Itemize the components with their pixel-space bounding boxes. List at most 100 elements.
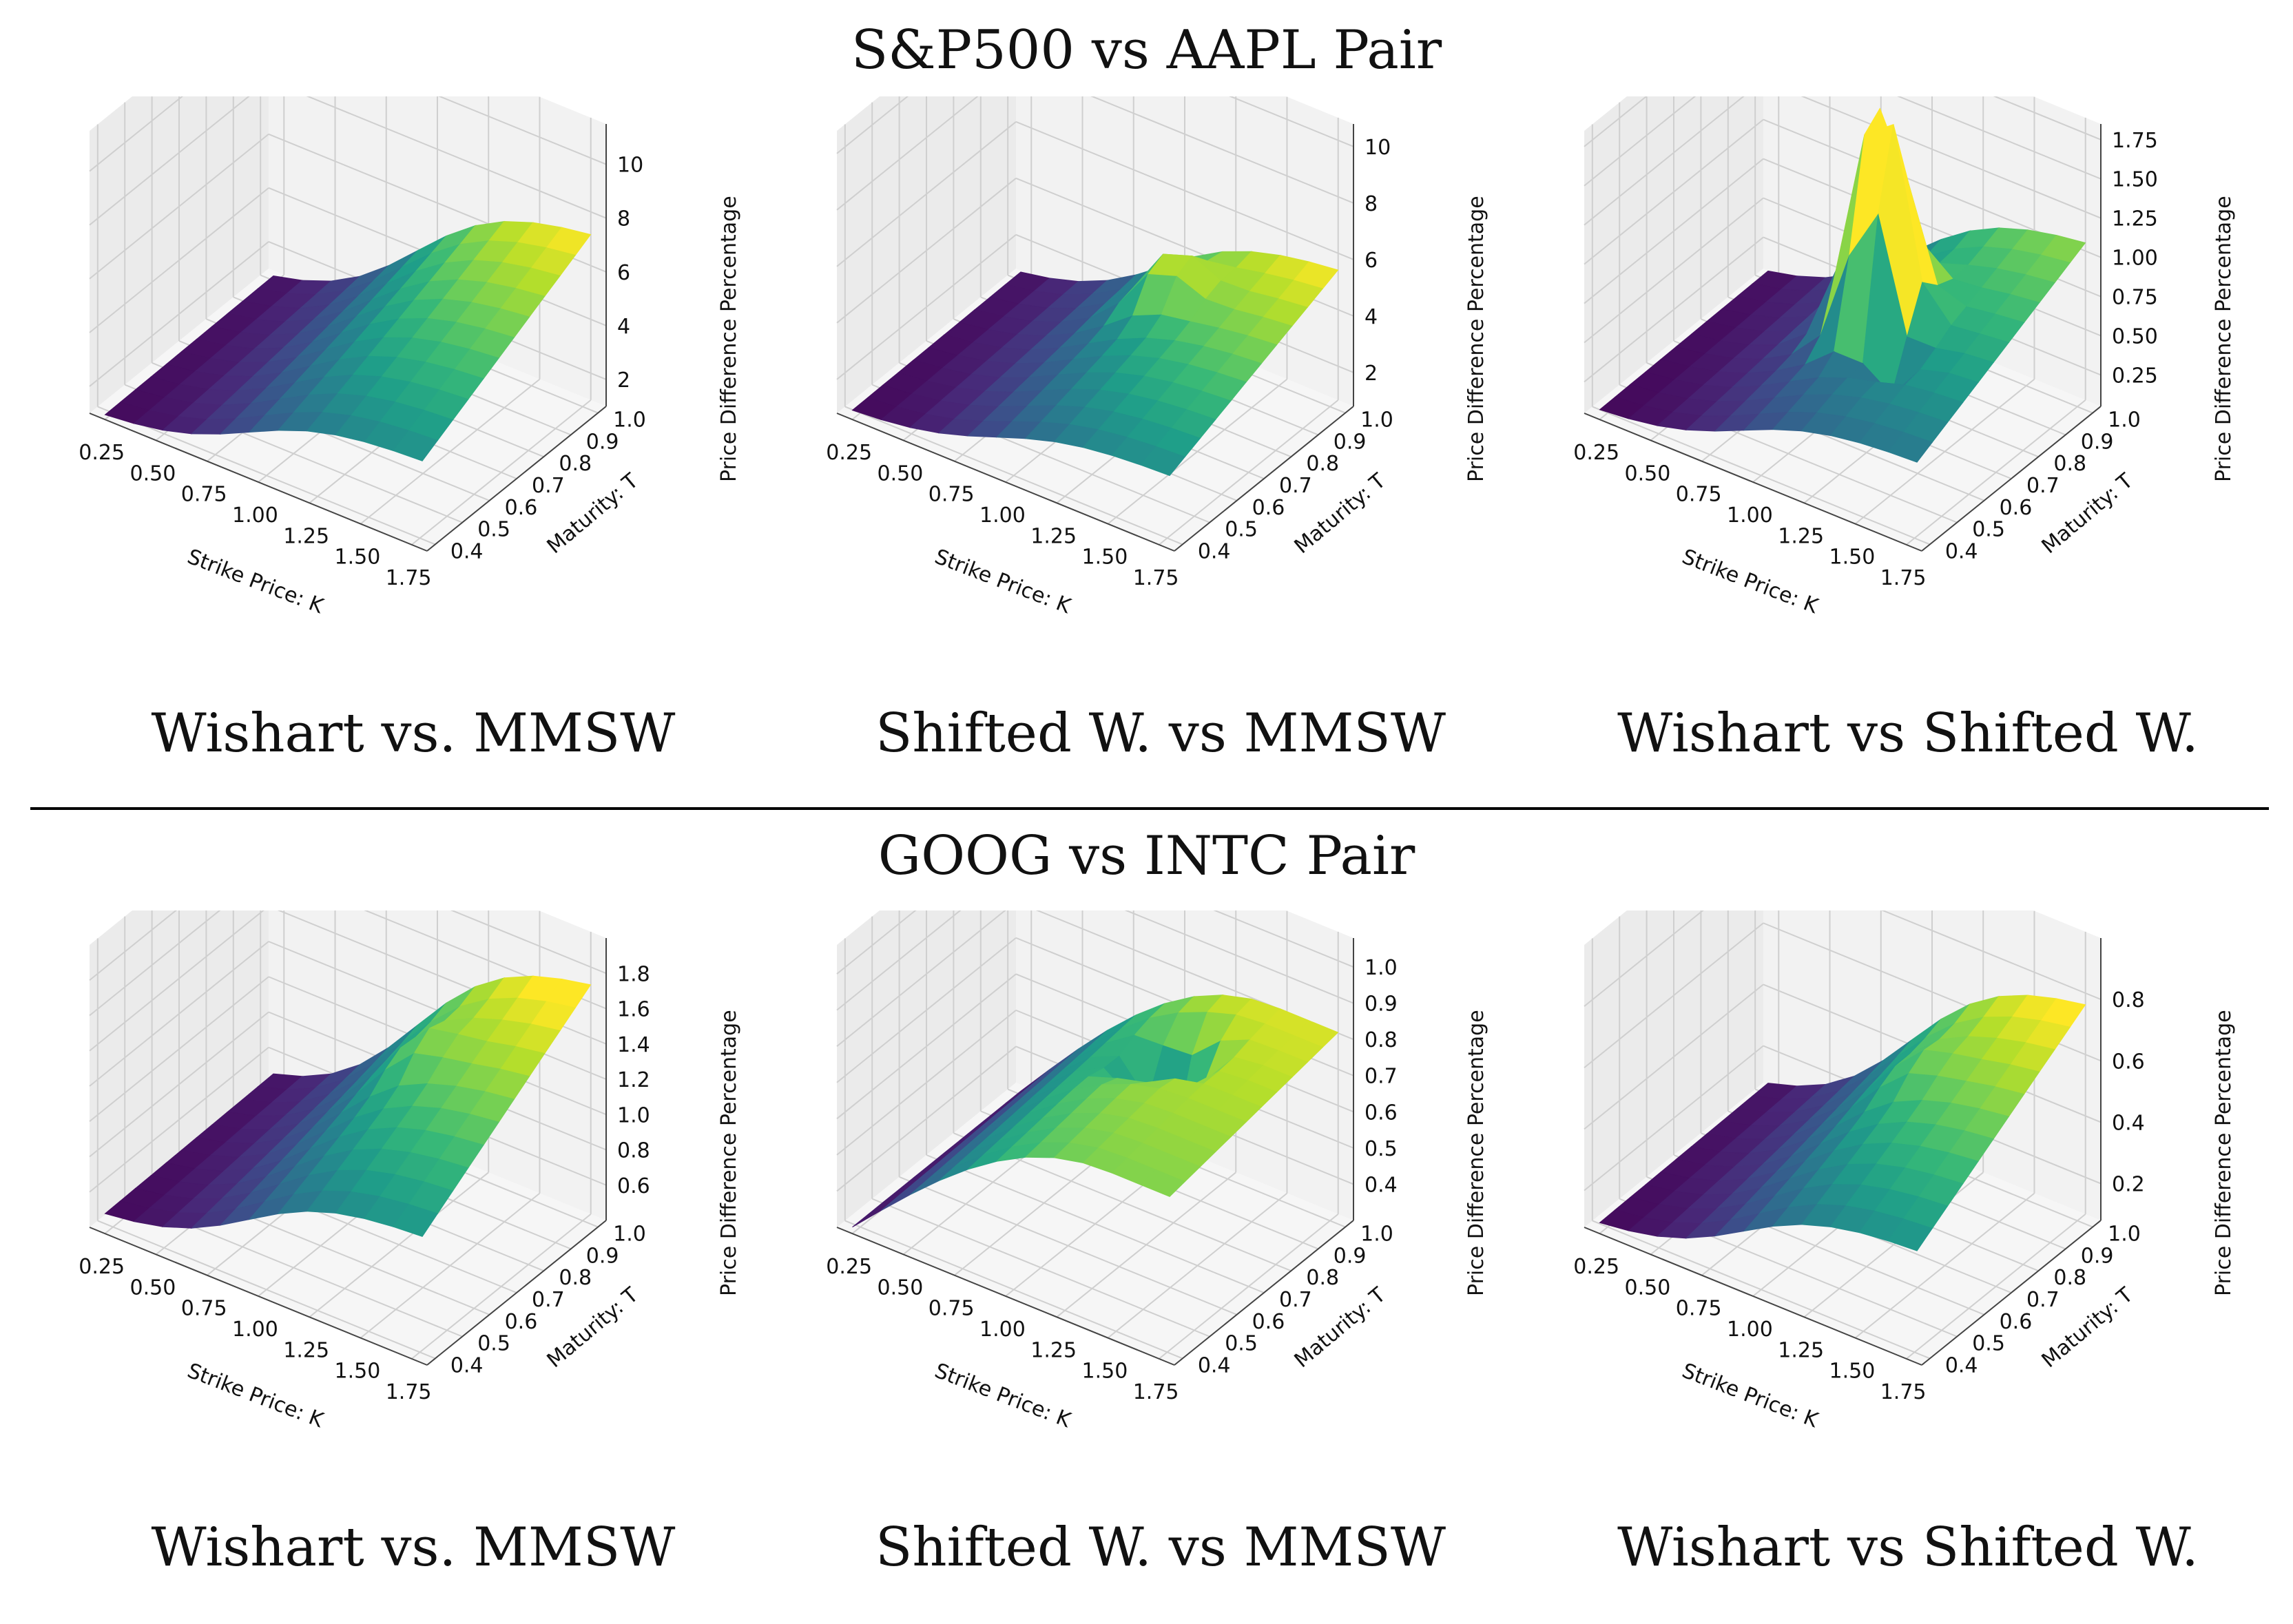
- z-axis-label: Price Difference Percentage: [717, 196, 741, 482]
- z-tick-label: 6: [1365, 249, 1378, 273]
- chart-caption: Shifted W. vs MMSW: [875, 702, 1446, 764]
- surface-mesh: [104, 220, 592, 461]
- chart-panel-4: 0.25 0.50 0.75 1.00 1.25 1.50 1.75 0.4 0.5 0.6 0.7…: [41, 910, 785, 1599]
- grid-line: [89, 96, 184, 172]
- chart-panel-1: 0.25 0.50 0.75 1.00 1.25 1.50 1.75 0.4 0.5 0.6 0.7…: [41, 96, 785, 785]
- y-tick-label: 0.6: [2000, 1310, 2033, 1334]
- z-tick-label: 0.9: [1365, 992, 1398, 1017]
- y-tick-label: 0.7: [1279, 1288, 1312, 1312]
- x-axis-label: Strike Price: K: [931, 545, 1075, 619]
- grid-line: [89, 910, 221, 1017]
- y-tick-label: 0.5: [477, 518, 510, 542]
- z-tick-label: 0.75: [2112, 286, 2158, 310]
- grid-line: [1213, 910, 1354, 968]
- surface-face: [1140, 446, 1186, 477]
- x-tick-label: 1.50: [334, 545, 380, 570]
- grid-line: [89, 187, 269, 333]
- y-axis-line: [426, 1220, 607, 1366]
- x-tick-label: 0.50: [878, 1276, 924, 1300]
- section-title-goog-intc: GOOG vs INTC Pair: [878, 825, 1415, 887]
- x-tick-label: 1.25: [283, 524, 329, 548]
- y-tick-label: 0.8: [2053, 452, 2086, 476]
- x-tick-label: 1.75: [1880, 566, 1927, 590]
- grid-line: [1584, 910, 1704, 1007]
- x-axis-line: [89, 413, 428, 552]
- grid-line: [844, 1220, 1183, 1360]
- grid-line: [1090, 96, 1354, 204]
- z-tick-label: 2: [1365, 362, 1378, 386]
- z-tick-label: 8: [617, 207, 630, 231]
- z-axis-label: Price Difference Percentage: [717, 1010, 741, 1296]
- x-tick-label: 1.50: [1081, 1360, 1128, 1384]
- y-tick-label: 0.4: [1198, 1353, 1231, 1377]
- x-tick-label: 1.25: [1778, 524, 1824, 548]
- z-tick-label: 2: [617, 368, 630, 393]
- grid-line: [1993, 96, 2102, 140]
- x-tick-label: 0.75: [928, 1297, 975, 1321]
- grid-line: [836, 1010, 1017, 1156]
- x-tick-label: 0.25: [826, 441, 872, 465]
- y-tick-label: 1.0: [613, 1222, 646, 1247]
- z-tick-label: 0.7: [1365, 1065, 1398, 1089]
- y-tick-label: 0.9: [586, 430, 619, 454]
- grid-line: [306, 96, 607, 219]
- x-tick-label: 1.50: [1081, 545, 1128, 570]
- x-tick-label: 1.75: [1880, 1380, 1927, 1404]
- y-tick-label: 0.6: [2000, 496, 2033, 520]
- y-tick-label: 0.6: [505, 1310, 538, 1334]
- z-tick-label: 1.6: [617, 998, 650, 1022]
- y-tick-label: 0.5: [1972, 1332, 2005, 1356]
- x-tick-label: 1.25: [283, 1338, 329, 1362]
- x-axis-line: [836, 1227, 1175, 1366]
- z-tick-label: 4: [1365, 305, 1378, 329]
- x-tick-label: 0.50: [1625, 461, 1671, 486]
- grid-line: [1015, 121, 1354, 260]
- z-tick-label: 1.25: [2112, 207, 2158, 231]
- y-axis-line: [1174, 1220, 1354, 1366]
- x-tick-label: 0.25: [1573, 1255, 1619, 1279]
- x-tick-label: 1.00: [979, 503, 1026, 528]
- grid-line: [89, 910, 177, 981]
- section-divider: [30, 807, 2269, 810]
- grid-line: [836, 234, 1017, 380]
- grid-line: [97, 1220, 436, 1360]
- x-axis-label: Strike Price: K: [1679, 545, 1822, 619]
- z-tick-label: 0.4: [1365, 1173, 1398, 1197]
- grid-line: [836, 973, 1017, 1120]
- x-tick-label: 1.00: [1727, 503, 1773, 528]
- grid-line: [89, 910, 264, 1052]
- grid-line: [1124, 910, 1354, 1004]
- x-tick-label: 1.00: [1727, 1318, 1773, 1342]
- x-tick-label: 0.25: [79, 1255, 125, 1279]
- x-tick-label: 0.75: [1676, 483, 1722, 507]
- z-tick-label: 0.8: [1365, 1028, 1398, 1052]
- grid-line: [89, 96, 250, 226]
- x-tick-label: 0.75: [1676, 1297, 1722, 1321]
- x-tick-label: 0.75: [928, 483, 975, 507]
- y-axis-line: [1921, 1220, 2102, 1366]
- x-tick-label: 0.25: [1573, 441, 1619, 465]
- y-tick-label: 0.9: [1334, 430, 1367, 454]
- z-tick-label: 0.6: [1365, 1101, 1398, 1125]
- grid-line: [1584, 118, 1764, 265]
- x-tick-label: 0.25: [79, 441, 125, 465]
- z-tick-label: 0.8: [617, 1139, 650, 1163]
- grid-line: [450, 910, 607, 975]
- y-tick-label: 0.7: [1279, 474, 1312, 498]
- grid-line: [836, 121, 1017, 267]
- z-tick-label: 6: [617, 261, 630, 285]
- grid-line: [1584, 236, 1764, 383]
- z-tick-label: 0.25: [2112, 364, 2158, 388]
- x-axis-line: [1584, 413, 1922, 552]
- y-tick-label: 0.9: [1334, 1244, 1367, 1268]
- x-tick-label: 1.25: [1778, 1338, 1824, 1362]
- y-tick-label: 0.4: [1945, 539, 1978, 563]
- y-tick-label: 0.6: [1252, 496, 1285, 520]
- y-tick-label: 0.5: [1225, 518, 1258, 542]
- grid-line: [926, 1154, 1265, 1293]
- y-tick-label: 0.8: [559, 1266, 592, 1290]
- grid-line: [1584, 922, 1764, 1069]
- z-tick-label: 10: [617, 154, 643, 178]
- surface-mesh: [852, 995, 1339, 1228]
- x-axis-line: [836, 413, 1175, 552]
